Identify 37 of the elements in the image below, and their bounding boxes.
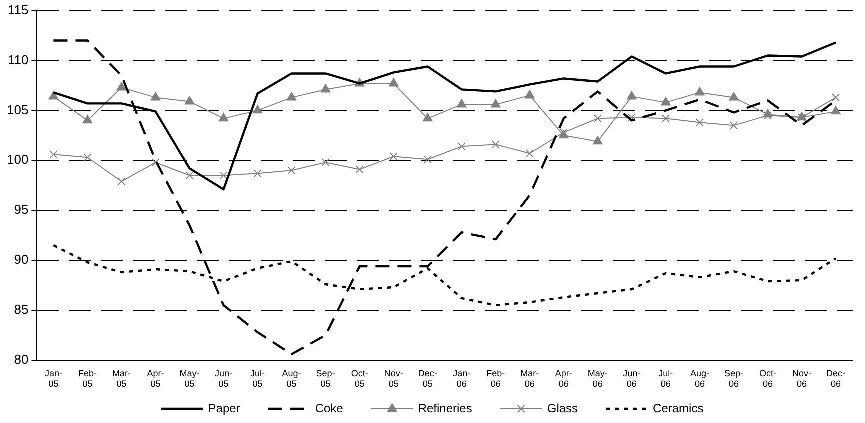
x-tick-label: Mar-06 [520, 368, 540, 390]
x-tick-label: Jan-05 [44, 368, 62, 390]
legend-label: Coke [315, 401, 344, 416]
x-tick-label: Apr-06 [555, 368, 572, 390]
legend-label: Ceramics [653, 401, 704, 416]
y-tick-label: 105 [6, 102, 29, 118]
x-tick-label: Apr-05 [147, 368, 164, 390]
x-tick-label: Dec-06 [826, 368, 846, 390]
y-tick-label: 100 [6, 152, 29, 168]
x-tick-label: Feb-06 [486, 368, 506, 390]
y-tick-label: 80 [14, 352, 29, 367]
y-tick-label: 110 [8, 52, 29, 68]
y-tick-label: 90 [14, 252, 29, 268]
x-tick-label: Aug-06 [690, 368, 710, 390]
x-tick-label: Mar-05 [112, 368, 131, 390]
x-tick-label: Oct-05 [351, 368, 368, 390]
legend-label: Paper [208, 401, 240, 416]
x-tick-label: Nov-06 [792, 368, 812, 390]
y-tick-label: 115 [8, 2, 29, 18]
x-tick-label: Jul-06 [658, 368, 674, 390]
x-tick-label: Dec-05 [418, 368, 438, 390]
x-tick-label: Jun-05 [215, 368, 233, 390]
legend-label: Glass [547, 401, 578, 416]
x-tick-label: Sep-05 [316, 368, 336, 390]
x-tick-label: May-05 [180, 368, 200, 390]
legend-label: Refineries [418, 401, 472, 416]
x-tick-label: Jan-06 [453, 368, 471, 390]
y-tick-label: 85 [14, 302, 29, 318]
x-tick-label: Sep-06 [724, 368, 744, 390]
x-tick-label: Oct-06 [759, 368, 776, 390]
y-tick-label: 95 [14, 202, 29, 218]
x-tick-label: Nov-05 [384, 368, 404, 390]
x-tick-label: Jun-06 [623, 368, 641, 390]
x-tick-label: Feb-05 [78, 368, 97, 390]
x-tick-label: Jul-05 [250, 368, 266, 390]
x-tick-label: May-06 [588, 368, 608, 390]
x-tick-label: Aug-05 [282, 368, 302, 390]
